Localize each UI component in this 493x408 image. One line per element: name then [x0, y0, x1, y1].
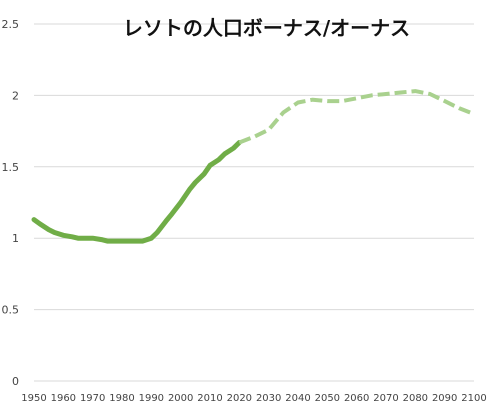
y-tick-label: 0 [12, 375, 19, 388]
y-tick-label: 2 [12, 89, 19, 102]
series-lines [31, 89, 475, 244]
x-tick-label: 1990 [139, 393, 164, 404]
gridlines [34, 23, 474, 382]
x-tick-label: 2060 [344, 393, 369, 404]
projection-line [238, 89, 475, 145]
historical-line [31, 140, 242, 244]
y-axis-ticks: 0 0.5 1 1.5 2 2.5 [2, 18, 20, 388]
x-tick-label: 1950 [21, 393, 46, 404]
x-axis-ticks: 1950 1960 1970 1980 1990 2000 2010 2020 2030 2040… [21, 393, 486, 404]
x-tick-label: 1970 [80, 393, 105, 404]
x-tick-label: 2070 [373, 393, 398, 404]
x-tick-label: 2080 [403, 393, 428, 404]
y-tick-label: 1 [12, 232, 19, 245]
y-tick-label: 1.5 [2, 161, 20, 174]
x-tick-label: 2050 [315, 393, 340, 404]
y-tick-label: 0.5 [2, 304, 20, 317]
x-tick-label: 2040 [285, 393, 310, 404]
x-tick-label: 2020 [227, 393, 252, 404]
x-tick-label: 2090 [432, 393, 457, 404]
y-tick-label: 2.5 [2, 18, 20, 31]
x-tick-label: 2000 [168, 393, 193, 404]
x-tick-label: 2030 [256, 393, 281, 404]
chart-title: レソトの人口ボーナス/オーナス [122, 16, 411, 40]
x-tick-label: 1980 [109, 393, 134, 404]
x-tick-label: 2010 [197, 393, 222, 404]
x-tick-label: 2100 [461, 393, 486, 404]
x-tick-label: 1960 [51, 393, 76, 404]
